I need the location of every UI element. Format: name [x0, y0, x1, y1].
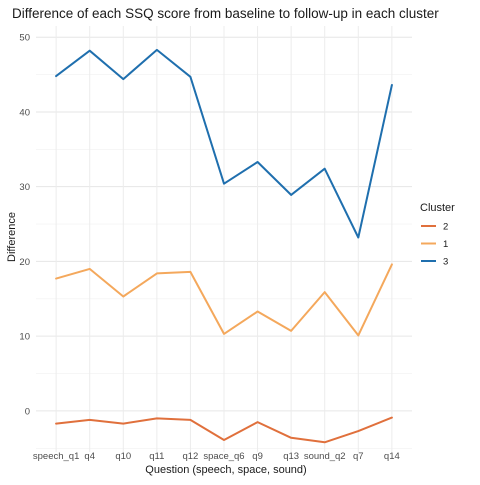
- x-tick-label: q14: [384, 451, 400, 462]
- series-line-3: [55, 48, 393, 239]
- y-tick-label: 20: [19, 257, 30, 268]
- x-tick-label: q7: [353, 451, 364, 462]
- y-tick-label: 10: [19, 332, 30, 343]
- x-tick-label: space_q6: [203, 451, 244, 462]
- x-tick-label: q9: [252, 451, 263, 462]
- legend-label-1: 1: [443, 239, 448, 250]
- y-tick-label: 40: [19, 107, 30, 118]
- legend-label-2: 2: [443, 222, 448, 233]
- y-tick-label: 30: [19, 182, 30, 193]
- legend: Cluster 2 1 3: [420, 202, 455, 268]
- y-tick-label: 50: [19, 33, 30, 44]
- x-tick-label: sound_q2: [304, 451, 346, 462]
- x-tick-label: speech_q1: [33, 451, 79, 462]
- series-line-2: [55, 416, 393, 444]
- legend-label-3: 3: [443, 257, 448, 268]
- x-tick-label: q12: [182, 451, 198, 462]
- y-axis-ticks: 0 10 20 30 40 50: [19, 33, 30, 418]
- plot-grid: [36, 26, 412, 452]
- x-tick-label: q11: [149, 451, 164, 462]
- y-axis-label: Difference: [6, 212, 18, 262]
- x-tick-label: q13: [283, 451, 299, 462]
- legend-items: 2 1 3: [421, 222, 448, 268]
- x-tick-label: q4: [84, 451, 95, 462]
- series-layer: [55, 48, 393, 444]
- x-tick-label: q10: [115, 451, 131, 462]
- chart-title: Difference of each SSQ score from baseli…: [12, 6, 439, 21]
- x-axis-label: Question (speech, space, sound): [145, 464, 306, 476]
- legend-title: Cluster: [420, 202, 455, 214]
- x-axis-ticks: speech_q1 q4 q10 q11 q12 space_q6 q9 q13 sound_q…: [33, 451, 400, 462]
- series-line-1: [55, 263, 393, 337]
- y-tick-label: 0: [25, 406, 30, 417]
